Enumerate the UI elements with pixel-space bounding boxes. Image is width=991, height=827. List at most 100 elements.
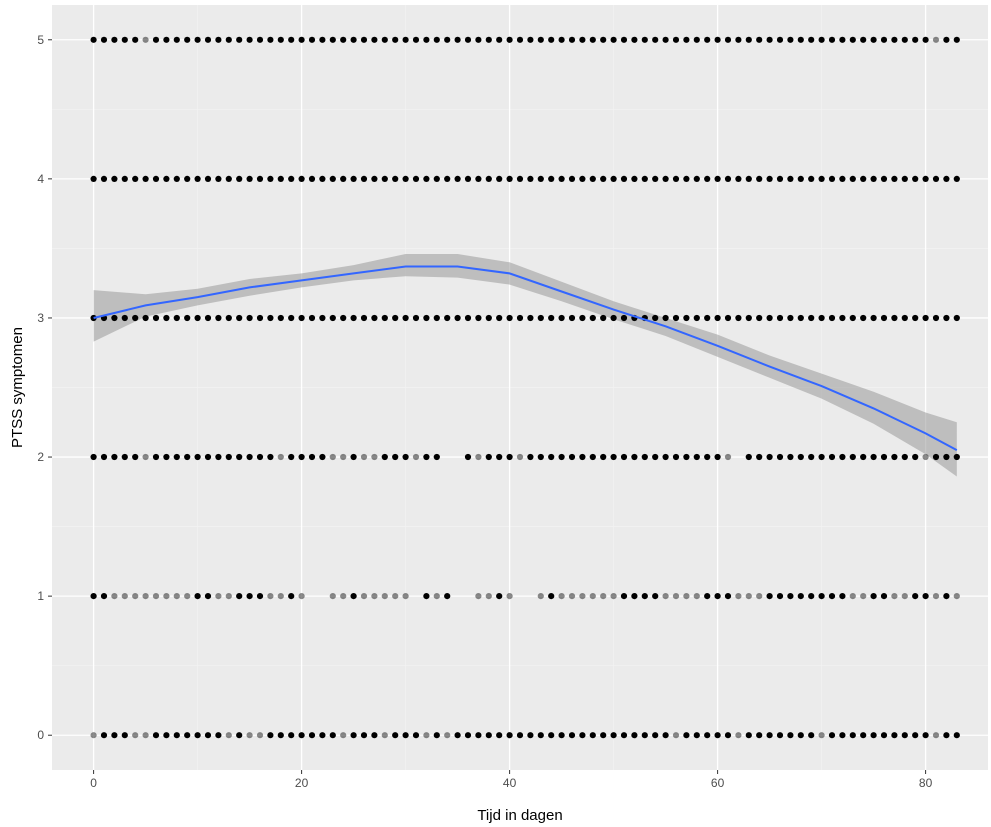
data-point [506, 314, 513, 322]
data-point [132, 314, 139, 322]
data-point [132, 175, 139, 182]
data-point [953, 732, 960, 739]
data-point [90, 453, 97, 461]
data-point [225, 36, 232, 43]
data-point [288, 453, 295, 461]
data-point [870, 732, 877, 739]
data-point [329, 175, 336, 182]
data-point [693, 593, 700, 600]
data-point [236, 314, 243, 322]
data-point [579, 593, 586, 600]
data-point [516, 175, 524, 182]
data-point [828, 732, 836, 739]
data-point [589, 36, 596, 43]
data-point [485, 314, 492, 322]
data-point [132, 453, 139, 461]
data-point [860, 175, 867, 182]
data-point [350, 593, 357, 600]
data-point [288, 732, 295, 739]
data-point [215, 453, 222, 461]
data-point [683, 453, 690, 461]
data-point [776, 732, 784, 739]
data-point [100, 453, 108, 461]
data-point [579, 36, 586, 43]
data-point [496, 453, 503, 461]
data-point [610, 732, 617, 739]
data-point [808, 175, 815, 182]
data-point [912, 593, 919, 600]
data-point [870, 175, 877, 182]
data-point [132, 36, 139, 43]
data-point [173, 314, 180, 322]
data-point [537, 732, 544, 739]
data-point [558, 593, 565, 600]
data-point [776, 314, 784, 322]
data-point [90, 175, 97, 182]
data-point [735, 175, 742, 182]
data-point [340, 732, 347, 739]
data-point [152, 593, 160, 600]
data-point [350, 314, 357, 322]
data-point [142, 593, 149, 600]
data-point [194, 314, 201, 322]
data-point [704, 175, 711, 182]
data-point [891, 593, 898, 600]
data-point [901, 36, 908, 43]
data-point [298, 314, 305, 322]
data-point [776, 36, 784, 43]
data-point [246, 732, 253, 739]
data-point [818, 175, 825, 182]
data-point [371, 732, 378, 739]
data-point [121, 453, 128, 461]
data-point [548, 453, 555, 461]
data-point [558, 36, 565, 43]
data-point [163, 732, 170, 739]
data-point [371, 36, 378, 43]
data-point [402, 593, 409, 600]
data-point [828, 314, 836, 322]
data-point [412, 314, 420, 322]
data-point [215, 314, 222, 322]
data-point [350, 175, 357, 182]
data-point [548, 314, 555, 322]
data-point [693, 732, 700, 739]
data-point [922, 732, 929, 739]
data-point [704, 593, 711, 600]
data-point [652, 36, 659, 43]
x-axis-ticks: 0 20 40 60 80 [90, 770, 933, 790]
data-point [402, 453, 409, 461]
data-point [121, 36, 128, 43]
data-point [527, 36, 534, 43]
data-point [589, 453, 596, 461]
data-point [308, 36, 316, 43]
data-point [402, 314, 409, 322]
data-point [610, 314, 617, 322]
data-point [537, 314, 544, 322]
data-point [308, 175, 316, 182]
data-point [558, 175, 565, 182]
data-point [683, 314, 690, 322]
data-point [953, 593, 960, 600]
data-point [693, 314, 700, 322]
data-point [693, 175, 700, 182]
data-point [340, 314, 347, 322]
data-point [756, 732, 763, 739]
data-point [329, 453, 336, 461]
data-point [433, 36, 440, 43]
data-point [787, 314, 794, 322]
data-point [756, 453, 763, 461]
data-point [371, 175, 378, 182]
data-point [371, 453, 378, 461]
data-point [506, 453, 513, 461]
data-point [506, 36, 513, 43]
data-point [683, 593, 690, 600]
data-point [849, 175, 856, 182]
data-point [808, 593, 815, 600]
data-point [943, 175, 950, 182]
data-point [548, 36, 555, 43]
data-point [808, 36, 815, 43]
data-point [90, 732, 97, 739]
data-point [433, 732, 440, 739]
data-point [641, 453, 648, 461]
data-point [662, 732, 669, 739]
